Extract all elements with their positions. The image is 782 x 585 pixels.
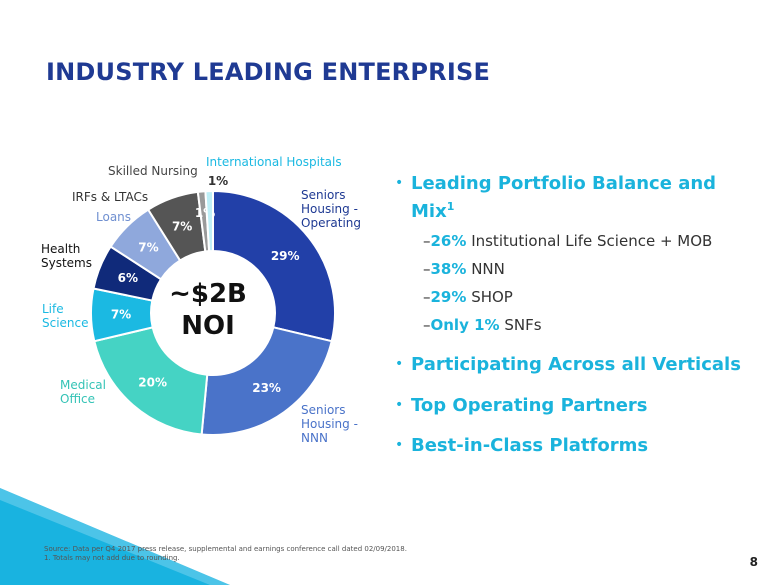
label-life-science: Life Science [42,302,89,330]
footnote: Source: Data per Q4 2017 press release, … [44,545,407,562]
label-international-hospitals: International Hospitals [206,155,342,169]
donut-value-label-2: 23% [252,381,281,395]
center-label: ~$2B NOI [158,278,258,342]
label-health-systems: Health Systems [41,242,92,270]
bullet-portfolio: • Leading Portfolio Balance and Mix1 [395,173,717,222]
center-unit: NOI [181,311,235,341]
sub-bullet-snfs: –Only 1% SNFs [423,316,542,334]
sub-bullet-nnn: –38% NNN [423,260,505,278]
page-number: 8 [749,555,758,569]
label-seniors-nnn: Seniors Housing - NNN [301,403,358,445]
label-seniors-operating: Seniors Housing - Operating [301,188,361,230]
sub-bullet-shop: –29% SHOP [423,288,513,306]
donut-value-label-9: 1% [208,174,228,188]
page-title: INDUSTRY LEADING ENTERPRISE [46,58,491,86]
donut-value-label-6: 7% [138,240,158,254]
bullet-platforms: • Best-in-Class Platforms [395,435,649,456]
label-loans: Loans [96,210,132,224]
label-skilled-nursing: Skilled Nursing [108,164,198,178]
donut-slice-1 [212,189,336,343]
donut-value-label-4: 7% [111,307,131,321]
bullet-partners: • Top Operating Partners [395,395,648,416]
sub-bullet-life-science: –26% Institutional Life Science + MOB [423,232,713,250]
donut-value-label-7: 7% [172,219,192,233]
bullet-list: • Leading Portfolio Balance and Mix1 –26… [395,172,775,457]
label-medical-office: Medical Office [60,378,106,406]
donut-value-label-5: 6% [118,271,138,285]
donut-value-label-3: 20% [138,375,167,389]
donut-value-label-1: 29% [271,249,300,263]
donut-slice-9 [204,189,214,253]
bullet-verticals: • Participating Across all Verticals [395,354,741,375]
label-irfs-ltacs: IRFs & LTACs [72,190,149,204]
center-value: ~$2B [169,279,247,309]
donut-slice-2 [200,326,333,436]
donut-slice-3 [93,326,209,436]
